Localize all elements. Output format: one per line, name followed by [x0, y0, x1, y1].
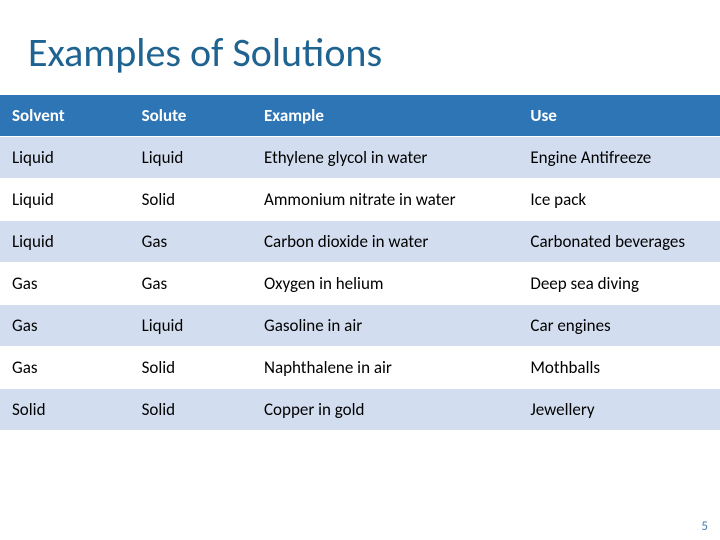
table-cell: Solid — [130, 179, 252, 221]
table-cell: Carbon dioxide in water — [252, 221, 518, 263]
table-cell: Gas — [0, 347, 130, 389]
col-example: Example — [252, 95, 518, 137]
col-solute: Solute — [130, 95, 252, 137]
table-row: LiquidLiquidEthylene glycol in waterEngi… — [0, 137, 720, 179]
table-row: GasSolidNaphthalene in airMothballs — [0, 347, 720, 389]
table-cell: Solid — [0, 389, 130, 431]
table-cell: Gas — [130, 221, 252, 263]
table-row: LiquidSolidAmmonium nitrate in waterIce … — [0, 179, 720, 221]
table-cell: Car engines — [518, 305, 720, 347]
table-header-row: Solvent Solute Example Use — [0, 95, 720, 137]
table-cell: Oxygen in helium — [252, 263, 518, 305]
table-cell: Deep sea diving — [518, 263, 720, 305]
table-cell: Solid — [130, 347, 252, 389]
col-use: Use — [518, 95, 720, 137]
table-cell: Jewellery — [518, 389, 720, 431]
table-cell: Carbonated beverages — [518, 221, 720, 263]
table-cell: Gas — [0, 263, 130, 305]
table-cell: Liquid — [130, 305, 252, 347]
table-cell: Liquid — [0, 137, 130, 179]
page-title: Examples of Solutions — [0, 0, 720, 95]
table-cell: Solid — [130, 389, 252, 431]
table-row: LiquidGasCarbon dioxide in waterCarbonat… — [0, 221, 720, 263]
table-cell: Ethylene glycol in water — [252, 137, 518, 179]
table-cell: Engine Antifreeze — [518, 137, 720, 179]
table-cell: Ice pack — [518, 179, 720, 221]
table-cell: Gas — [130, 263, 252, 305]
table-cell: Liquid — [130, 137, 252, 179]
table-cell: Liquid — [0, 221, 130, 263]
table-cell: Ammonium nitrate in water — [252, 179, 518, 221]
table-cell: Naphthalene in air — [252, 347, 518, 389]
table-row: GasLiquidGasoline in airCar engines — [0, 305, 720, 347]
table-row: SolidSolidCopper in goldJewellery — [0, 389, 720, 431]
table-cell: Gasoline in air — [252, 305, 518, 347]
table-cell: Liquid — [0, 179, 130, 221]
table-cell: Copper in gold — [252, 389, 518, 431]
table-cell: Gas — [0, 305, 130, 347]
page-number: 5 — [701, 519, 708, 534]
col-solvent: Solvent — [0, 95, 130, 137]
table-row: GasGasOxygen in heliumDeep sea diving — [0, 263, 720, 305]
table-cell: Mothballs — [518, 347, 720, 389]
solutions-table: Solvent Solute Example Use LiquidLiquidE… — [0, 95, 720, 431]
